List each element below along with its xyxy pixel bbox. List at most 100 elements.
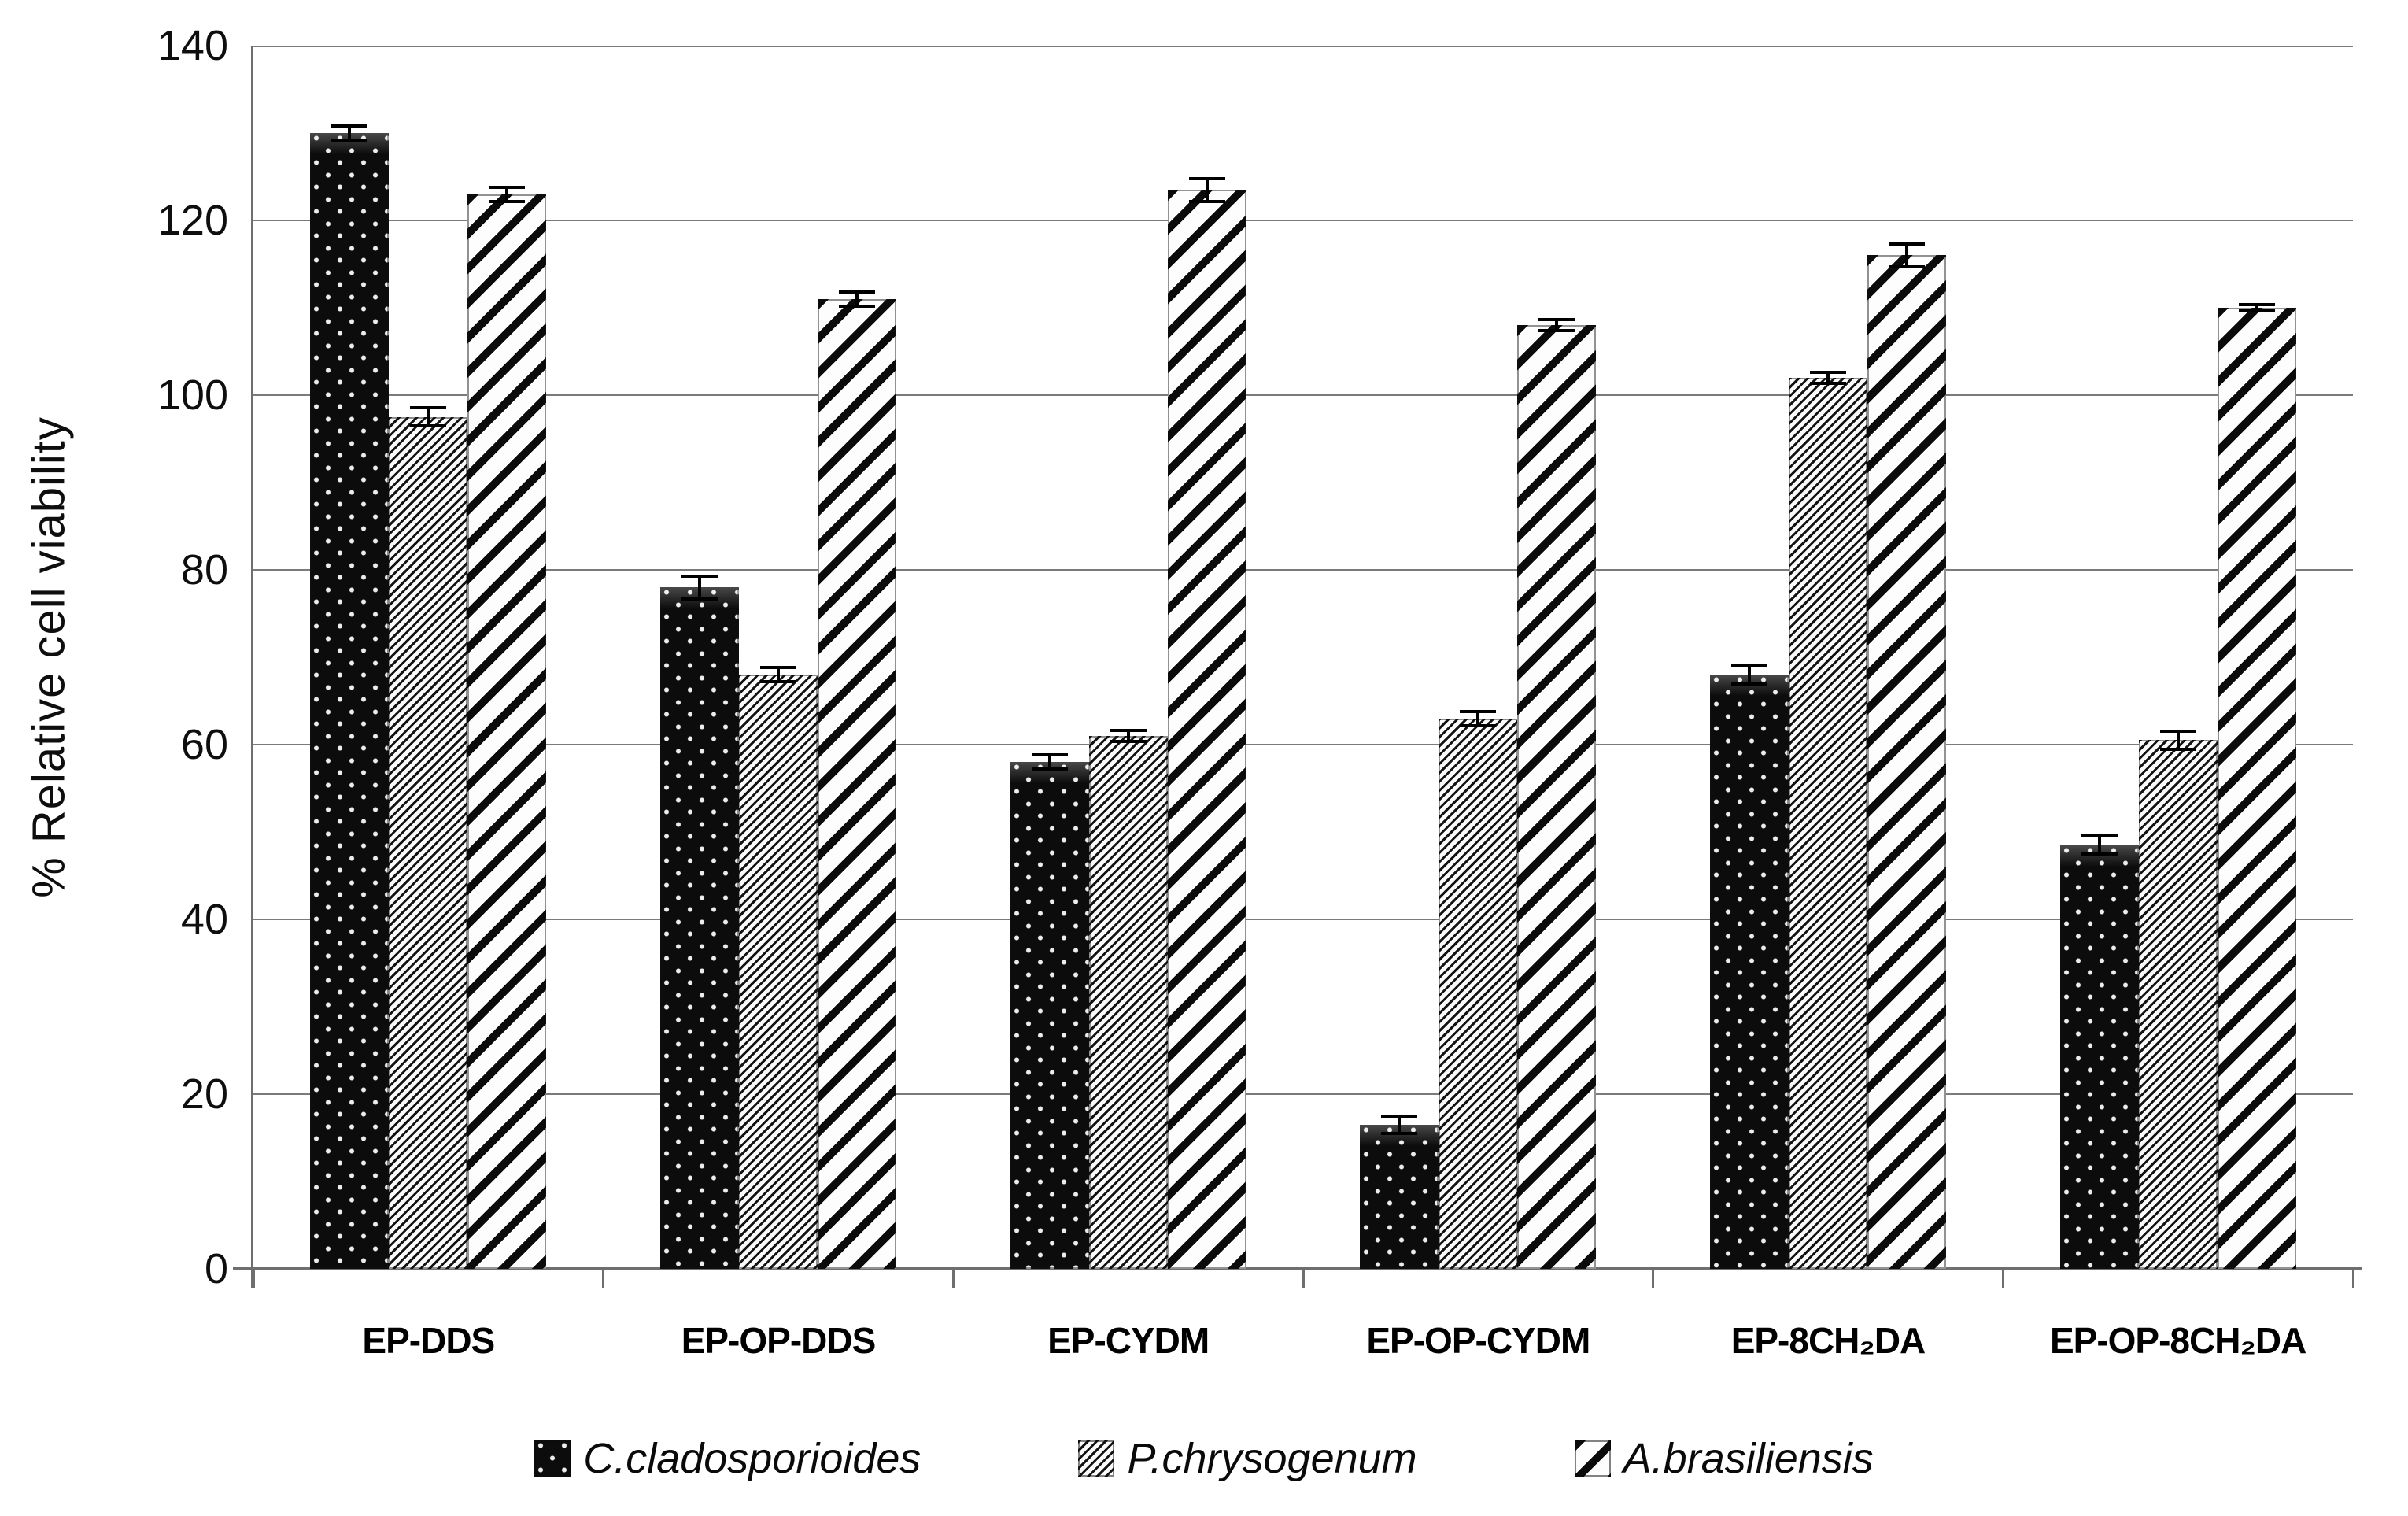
gridline xyxy=(253,744,2353,745)
error-bar-stem xyxy=(855,290,859,308)
error-bar xyxy=(1381,1114,1418,1136)
error-bar-cap xyxy=(489,199,526,203)
bar xyxy=(1360,1124,1439,1269)
x-axis-tick xyxy=(252,1269,255,1288)
bar xyxy=(818,298,896,1269)
x-category-label: EP-OP-DDS xyxy=(681,1320,877,1361)
bar xyxy=(1710,675,1789,1269)
error-bar-cap xyxy=(1031,767,1068,771)
error-bar xyxy=(410,406,447,428)
gridline xyxy=(253,919,2353,920)
legend-label: P.chrysogenum xyxy=(1127,1435,1417,1482)
y-tick-label: 100 xyxy=(157,372,228,419)
error-bar-cap xyxy=(1460,723,1497,727)
error-bar-stem xyxy=(698,574,701,601)
legend-swatch-wide-stripes xyxy=(1574,1440,1611,1477)
gridline xyxy=(253,220,2353,221)
error-bar-stem xyxy=(2176,730,2180,751)
bar xyxy=(1010,762,1089,1269)
x-category-label: EP-CYDM xyxy=(1047,1320,1210,1361)
bar xyxy=(389,416,468,1269)
error-bar xyxy=(1188,176,1225,203)
y-axis-line xyxy=(251,46,253,1288)
error-bar xyxy=(839,290,875,308)
x-axis-tick xyxy=(602,1269,605,1288)
legend-swatch-fine-hatch xyxy=(1078,1440,1115,1477)
bar xyxy=(1789,377,1867,1269)
bar xyxy=(467,194,547,1269)
legend-swatch-black-dots xyxy=(534,1440,571,1477)
bar xyxy=(660,587,739,1269)
gridline xyxy=(253,46,2353,47)
x-axis-tick xyxy=(1302,1269,1305,1288)
legend-label: C.cladosporioides xyxy=(583,1435,921,1482)
y-tick-label: 80 xyxy=(180,546,228,593)
x-category-label: EP-DDS xyxy=(362,1320,495,1361)
error-bar xyxy=(1889,242,1925,269)
gridline xyxy=(253,1093,2353,1095)
error-bar xyxy=(1538,318,1575,333)
bar xyxy=(2217,308,2296,1269)
bar xyxy=(1867,255,1946,1269)
error-bar xyxy=(489,185,526,203)
error-bar xyxy=(1731,664,1767,686)
error-bar-stem xyxy=(1905,242,1908,269)
bar xyxy=(1517,325,1597,1269)
error-bar-cap xyxy=(1810,381,1846,385)
bar xyxy=(1167,190,1246,1269)
error-bar xyxy=(2159,730,2196,751)
legend: C.cladosporioides P.chrysogenum A.brasil… xyxy=(0,1434,2408,1483)
error-bar xyxy=(1110,729,1147,743)
bar xyxy=(739,675,818,1269)
error-bar-stem xyxy=(1748,664,1751,686)
x-axis-tick xyxy=(2351,1269,2354,1288)
error-bar-cap xyxy=(331,139,368,142)
y-tick-label: 60 xyxy=(180,721,228,768)
legend-label: A.brasiliensis xyxy=(1623,1435,1874,1482)
error-bar-stem xyxy=(348,124,352,142)
error-bar-stem xyxy=(427,406,430,428)
y-tick-label: 20 xyxy=(180,1070,228,1118)
error-bar-stem xyxy=(1047,753,1051,771)
y-axis-title: % Relative cell viability xyxy=(23,416,75,898)
error-bar-cap xyxy=(1731,682,1767,686)
error-bar xyxy=(1031,753,1068,771)
legend-item: P.chrysogenum xyxy=(1078,1434,1417,1483)
x-axis-tick xyxy=(1652,1269,1655,1288)
bar xyxy=(1439,718,1518,1269)
error-bar-stem xyxy=(777,666,780,684)
error-bar-cap xyxy=(1110,739,1147,743)
error-bar-stem xyxy=(1205,176,1209,203)
error-bar-stem xyxy=(1126,729,1130,743)
error-bar-cap xyxy=(839,304,875,308)
error-bar-cap xyxy=(1188,199,1225,203)
error-bar-cap xyxy=(2081,852,2118,856)
error-bar-stem xyxy=(1555,318,1559,333)
error-bar xyxy=(331,124,368,142)
error-bar-cap xyxy=(681,597,718,601)
error-bar-stem xyxy=(1398,1114,1402,1136)
error-bar-stem xyxy=(2097,834,2101,856)
error-bar-stem xyxy=(1826,370,1830,385)
bar xyxy=(1088,735,1168,1269)
x-axis-tick xyxy=(951,1269,955,1288)
error-bar xyxy=(681,574,718,601)
error-bar-cap xyxy=(2159,747,2196,751)
x-axis-line xyxy=(233,1267,2362,1270)
error-bar-cap xyxy=(410,424,447,428)
error-bar-stem xyxy=(505,185,509,203)
y-tick-label: 40 xyxy=(180,896,228,943)
y-tick-label: 0 xyxy=(204,1245,228,1292)
legend-item: C.cladosporioides xyxy=(534,1434,921,1483)
error-bar-cap xyxy=(2238,309,2275,312)
error-bar xyxy=(2081,834,2118,856)
bar xyxy=(2059,845,2139,1269)
gridline xyxy=(253,394,2353,396)
error-bar xyxy=(2238,303,2275,312)
x-category-label: EP-OP-8CH₂DA xyxy=(2049,1320,2306,1361)
error-bar-stem xyxy=(1476,709,1480,727)
bar xyxy=(310,133,390,1269)
error-bar xyxy=(760,666,796,684)
error-bar-cap xyxy=(1538,329,1575,333)
error-bar-cap xyxy=(1889,265,1925,269)
